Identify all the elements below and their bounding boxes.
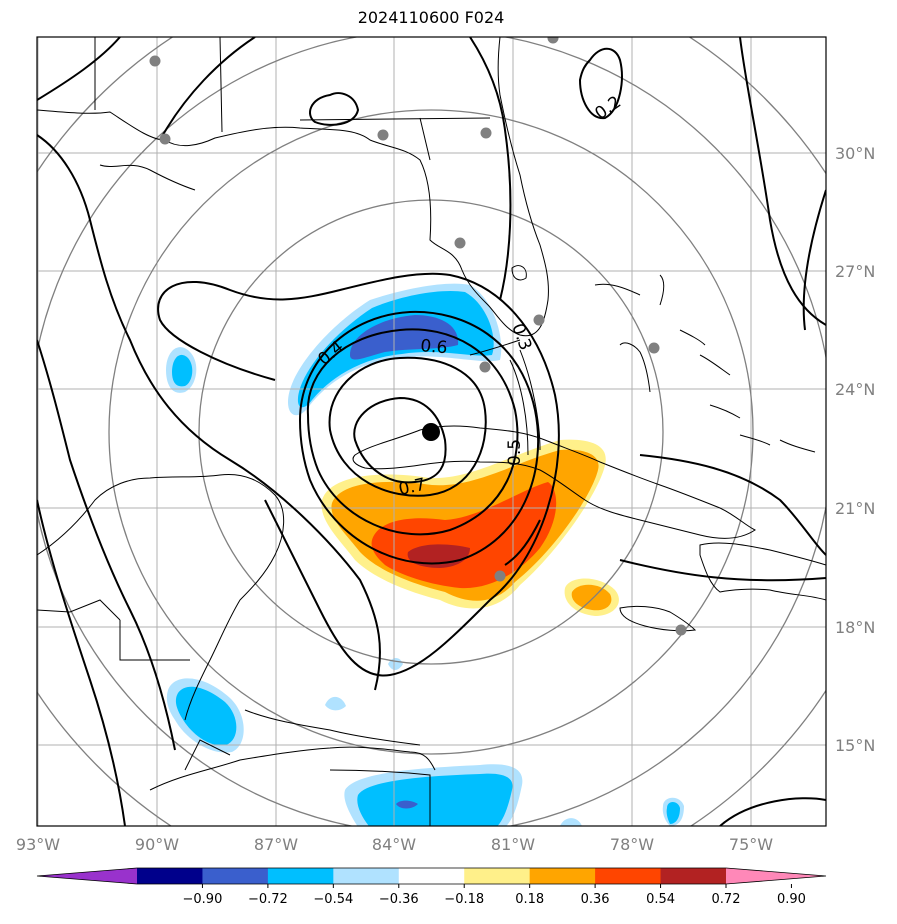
colorbar-segment <box>202 868 269 884</box>
station-markers <box>149 37 687 636</box>
negative-blob-west <box>172 354 193 387</box>
colorbar-segment <box>398 868 465 884</box>
lon-tick-label: 78°W <box>610 835 654 854</box>
negative-blob-small-3 <box>560 818 582 826</box>
lon-tick-label: 87°W <box>254 835 298 854</box>
colorbar-tick-label: 0.54 <box>646 892 675 907</box>
lon-tick-labels: 93°W 90°W 87°W 84°W 81°W 78°W 75°W <box>16 835 773 854</box>
colorbar-segment <box>464 868 531 884</box>
negative-shading-dark <box>350 315 459 360</box>
lon-tick-label: 90°W <box>135 835 179 854</box>
lat-tick-label: 18°N <box>835 618 875 637</box>
colorbar-segment <box>660 868 727 884</box>
station-marker <box>675 624 687 636</box>
lon-tick-label: 81°W <box>491 835 535 854</box>
station-marker <box>648 342 660 354</box>
positive-blob-jamaica <box>571 584 612 611</box>
colorbar-extend-high <box>726 868 826 884</box>
colorbar-segment <box>595 868 662 884</box>
negative-blob-small-4-inner <box>666 802 680 824</box>
colorbar-segment <box>137 868 203 884</box>
station-marker <box>547 37 559 44</box>
colorbar-tick-label: 0.72 <box>712 892 741 907</box>
coastlines <box>37 37 826 826</box>
station-marker <box>494 570 506 582</box>
lat-tick-label: 24°N <box>835 380 875 399</box>
colorbar-tick-label: −0.90 <box>183 892 223 907</box>
station-marker <box>479 361 491 373</box>
colorbar-extend-low <box>37 868 137 884</box>
map-area: 0.2 0.3 0.4 0.5 0.6 0.7 <box>37 37 826 826</box>
contour-label-0.5: 0.5 <box>505 439 525 466</box>
colorbar-segment <box>333 868 400 884</box>
lat-tick-label: 15°N <box>835 736 875 755</box>
graticule <box>37 37 826 826</box>
lon-tick-label: 84°W <box>372 835 416 854</box>
station-marker <box>480 127 492 139</box>
colorbar-outline <box>36 867 827 885</box>
colorbar-tick-label: −0.36 <box>379 892 419 907</box>
lat-tick-label: 27°N <box>835 262 875 281</box>
negative-blob-south-dark <box>396 800 418 809</box>
colorbar-tick-label: 0.18 <box>515 892 544 907</box>
lat-tick-label: 30°N <box>835 144 875 163</box>
negative-blob-small-1 <box>325 696 346 711</box>
map-title: 2024110600 F024 <box>357 8 505 27</box>
colorbar-tick-label: 0.36 <box>581 892 610 907</box>
contour-label-0.6: 0.6 <box>420 336 449 358</box>
lat-tick-label: 21°N <box>835 499 875 518</box>
colorbar-tick-label: −0.72 <box>248 892 288 907</box>
contours <box>37 37 826 826</box>
storm-center-marker <box>422 423 440 441</box>
colorbar-segment <box>267 868 334 884</box>
colorbar-tick-label: 0.90 <box>777 892 806 907</box>
shaded-fields <box>166 283 684 826</box>
map-frame <box>36 36 827 827</box>
station-marker <box>159 133 171 145</box>
lon-tick-label: 75°W <box>729 835 773 854</box>
range-rings <box>37 37 826 826</box>
lon-tick-label: 93°W <box>16 835 60 854</box>
colorbar: −0.90 −0.72 −0.54 −0.36 −0.18 0.18 0.36 0.54 0.7… <box>36 867 827 907</box>
negative-blob-south <box>357 773 513 826</box>
negative-blob-honduras <box>175 686 237 746</box>
colorbar-segment <box>529 868 596 884</box>
station-marker <box>454 237 466 249</box>
lat-tick-labels: 30°N 27°N 24°N 21°N 18°N 15°N <box>835 144 875 755</box>
colorbar-tick-label: −0.54 <box>313 892 353 907</box>
station-marker <box>149 55 161 67</box>
contour-label-0.3: 0.3 <box>507 321 535 353</box>
station-marker <box>533 314 545 326</box>
station-marker <box>377 129 389 141</box>
colorbar-tick-label: −0.18 <box>444 892 484 907</box>
